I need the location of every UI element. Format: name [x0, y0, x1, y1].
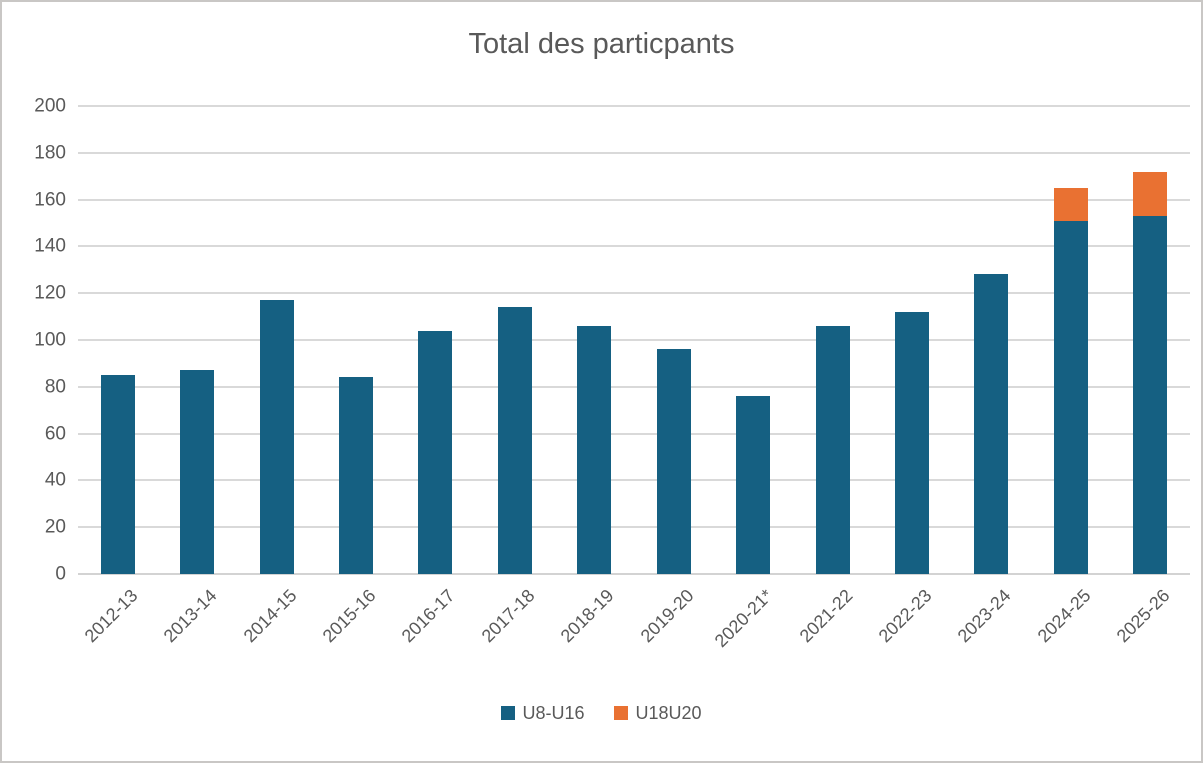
bar-2022-23	[895, 106, 929, 574]
bar-segment-u8-u16	[497, 307, 532, 574]
bar-2019-20	[656, 106, 691, 574]
bar-2015-16	[339, 106, 373, 574]
y-tick-label: 60	[44, 423, 66, 445]
bar-segment-u8-u16	[815, 325, 850, 574]
x-tick-label: 2017-18	[477, 585, 539, 647]
x-tick-label: 2015-16	[318, 585, 380, 647]
bar-2021-22	[815, 106, 850, 574]
bar-segment-u8-u16	[339, 377, 373, 574]
y-axis-labels: 0 20 40 60 80 100 120 140 160 180 200	[2, 97, 66, 584]
gridline	[78, 105, 1190, 107]
gridline	[78, 385, 1190, 388]
gridline	[78, 151, 1190, 154]
bar-segment-u8-u16	[100, 375, 135, 574]
y-tick-label: 160	[34, 189, 66, 211]
bar-2012-13	[100, 106, 135, 574]
gridline	[78, 526, 1190, 529]
y-tick-label: 40	[44, 469, 66, 491]
legend-swatch	[501, 706, 516, 720]
x-tick-label: 2013-14	[159, 585, 221, 647]
legend-swatch	[614, 706, 629, 720]
x-tick-label: 2019-20	[636, 585, 698, 647]
gridline	[78, 573, 1190, 575]
gridline	[78, 198, 1190, 201]
bar-segment-u8-u16	[577, 325, 612, 574]
x-tick-label: 2024-25	[1033, 585, 1095, 647]
x-tick-label: 2021-22	[795, 585, 857, 647]
x-tick-label: 2022-23	[874, 585, 936, 647]
y-tick-label: 100	[34, 329, 66, 351]
x-tick-label: 2020-21*	[710, 585, 777, 652]
plot-area	[78, 105, 1190, 575]
y-tick-label: 20	[44, 516, 66, 538]
bar-2024-25	[1053, 106, 1088, 574]
bar-2023-24	[974, 106, 1009, 574]
x-tick-label: 2023-24	[954, 585, 1015, 647]
gridline	[78, 339, 1190, 341]
gridline	[78, 292, 1190, 295]
gridline	[78, 245, 1190, 248]
y-tick-label: 0	[55, 563, 66, 585]
legend-item-u18u20: U18U20	[614, 703, 702, 723]
x-tick-label: 2012-13	[80, 585, 142, 647]
legend-label: U8-U16	[522, 703, 585, 723]
bar-segment-u8-u16	[656, 349, 691, 574]
bar-2018-19	[577, 106, 612, 574]
legend-item-u8-u16: U8-U16	[501, 704, 584, 722]
bar-segment-u18u20	[1053, 187, 1088, 221]
bar-segment-u8-u16	[259, 300, 294, 574]
gridline	[78, 479, 1190, 482]
y-tick-label: 140	[34, 235, 66, 257]
x-tick-label: 2016-17	[398, 585, 459, 647]
y-tick-label: 180	[34, 142, 66, 164]
bar-2016-17	[418, 106, 453, 574]
bar-segment-u8-u16	[895, 311, 929, 574]
bar-2014-15	[259, 106, 294, 574]
bar-2013-14	[180, 106, 215, 574]
bar-segment-u8-u16	[418, 330, 453, 574]
x-axis-labels: 2012-13 2013-14 2014-15 2015-16 2016-17 2017-…	[78, 580, 1190, 695]
bar-2017-18	[497, 106, 532, 574]
bar-segment-u8-u16	[180, 370, 215, 574]
y-tick-label: 200	[34, 95, 66, 117]
bar-segment-u18u20	[1133, 171, 1168, 216]
x-tick-label: 2018-19	[556, 585, 618, 647]
legend: U8-U16 U18U20	[2, 704, 1201, 722]
legend-label: U18U20	[635, 703, 702, 723]
x-tick-label: 2025-26	[1112, 585, 1174, 647]
bar-segment-u8-u16	[1133, 215, 1168, 574]
y-tick-label: 80	[44, 376, 66, 398]
bar-2025-26	[1133, 106, 1168, 574]
bar-segment-u8-u16	[736, 396, 771, 574]
y-tick-label: 120	[34, 282, 66, 304]
bar-segment-u8-u16	[1053, 220, 1088, 574]
bar-2020-21*	[736, 106, 771, 574]
bar-segment-u8-u16	[974, 274, 1009, 574]
x-tick-label: 2014-15	[239, 585, 301, 647]
gridline	[78, 432, 1190, 435]
chart-title: Total des particpants	[468, 28, 735, 60]
